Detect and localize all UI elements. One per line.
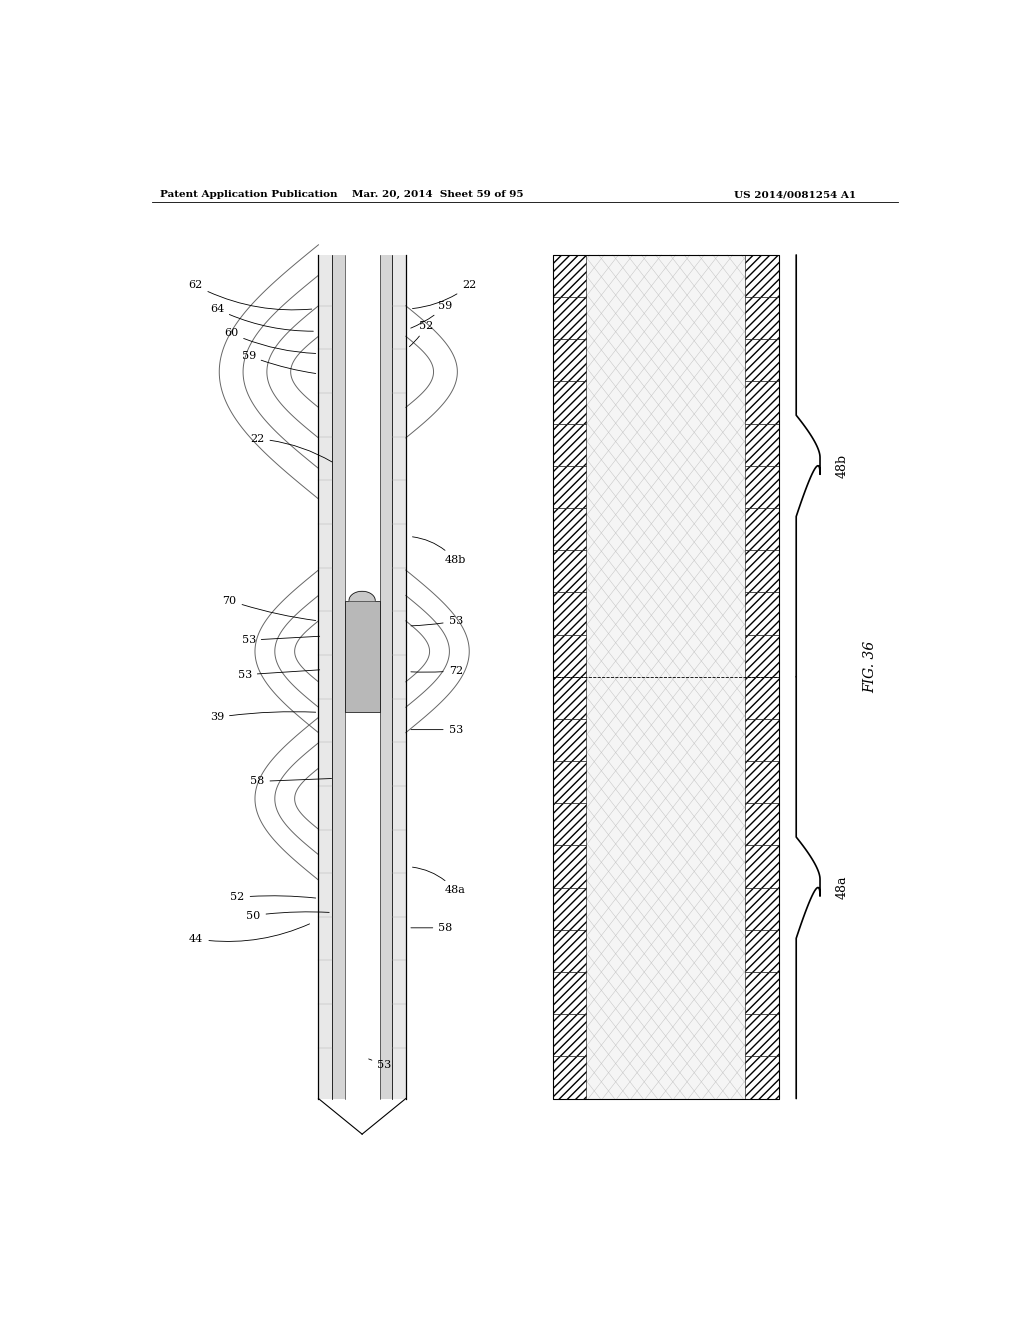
Bar (745, 593, 779, 635)
Bar (318, 255, 332, 1098)
Text: 22: 22 (413, 280, 476, 309)
Text: 48a: 48a (413, 867, 465, 895)
Bar (553, 297, 586, 339)
Bar (392, 255, 406, 1098)
Bar (553, 255, 586, 297)
Text: Mar. 20, 2014  Sheet 59 of 95: Mar. 20, 2014 Sheet 59 of 95 (352, 190, 523, 199)
Bar (745, 635, 779, 677)
Bar (553, 929, 586, 972)
Text: 53: 53 (411, 616, 463, 626)
Bar (745, 887, 779, 929)
Text: 39: 39 (210, 711, 315, 722)
Bar (745, 929, 779, 972)
Text: 53: 53 (242, 635, 319, 645)
Bar (745, 508, 779, 550)
Bar (745, 424, 779, 466)
Bar (553, 762, 586, 804)
Bar (553, 1056, 586, 1098)
Bar (553, 339, 586, 381)
Text: 59: 59 (242, 351, 315, 374)
Text: 58: 58 (411, 923, 453, 933)
Text: 70: 70 (222, 595, 315, 620)
Bar (745, 719, 779, 762)
Bar (553, 550, 586, 593)
Text: 62: 62 (188, 280, 311, 310)
Text: 53: 53 (369, 1059, 391, 1071)
Bar (745, 804, 779, 846)
Bar (553, 972, 586, 1014)
Text: 50: 50 (246, 911, 329, 920)
Bar (553, 466, 586, 508)
Bar (553, 677, 586, 719)
Text: 52: 52 (230, 892, 315, 903)
Bar (553, 804, 586, 846)
Bar (745, 846, 779, 887)
Text: 72: 72 (411, 665, 463, 676)
Bar (586, 255, 745, 1098)
Bar (332, 255, 345, 1098)
Bar (553, 508, 586, 550)
Bar (745, 466, 779, 508)
Bar (745, 255, 779, 297)
Text: Patent Application Publication: Patent Application Publication (160, 190, 337, 199)
Bar (745, 677, 779, 719)
Bar (553, 424, 586, 466)
Text: 64: 64 (210, 304, 313, 331)
Text: 60: 60 (224, 329, 315, 354)
Text: 59: 59 (411, 301, 453, 329)
Text: 48b: 48b (413, 537, 466, 565)
Bar (745, 381, 779, 424)
Bar (553, 1014, 586, 1056)
Bar (745, 972, 779, 1014)
Bar (745, 1056, 779, 1098)
Bar (745, 339, 779, 381)
Bar (553, 255, 778, 1098)
Text: 58: 58 (250, 776, 332, 787)
Bar (345, 255, 380, 1098)
Text: 48b: 48b (836, 454, 849, 478)
Text: 44: 44 (189, 924, 309, 944)
Text: 53: 53 (411, 725, 463, 735)
Bar (345, 601, 380, 713)
Polygon shape (349, 591, 375, 601)
Bar (553, 887, 586, 929)
Text: 48a: 48a (836, 876, 849, 899)
Bar (380, 255, 392, 1098)
Bar (553, 846, 586, 887)
Bar (745, 297, 779, 339)
Text: 52: 52 (410, 321, 433, 347)
Bar (553, 635, 586, 677)
Bar (553, 719, 586, 762)
Text: US 2014/0081254 A1: US 2014/0081254 A1 (733, 190, 856, 199)
Bar (745, 550, 779, 593)
Bar (553, 381, 586, 424)
Bar (745, 1014, 779, 1056)
Text: 53: 53 (238, 669, 319, 680)
Text: 22: 22 (250, 434, 332, 462)
Bar (553, 593, 586, 635)
Text: FIG. 36: FIG. 36 (863, 640, 877, 693)
Bar (745, 762, 779, 804)
